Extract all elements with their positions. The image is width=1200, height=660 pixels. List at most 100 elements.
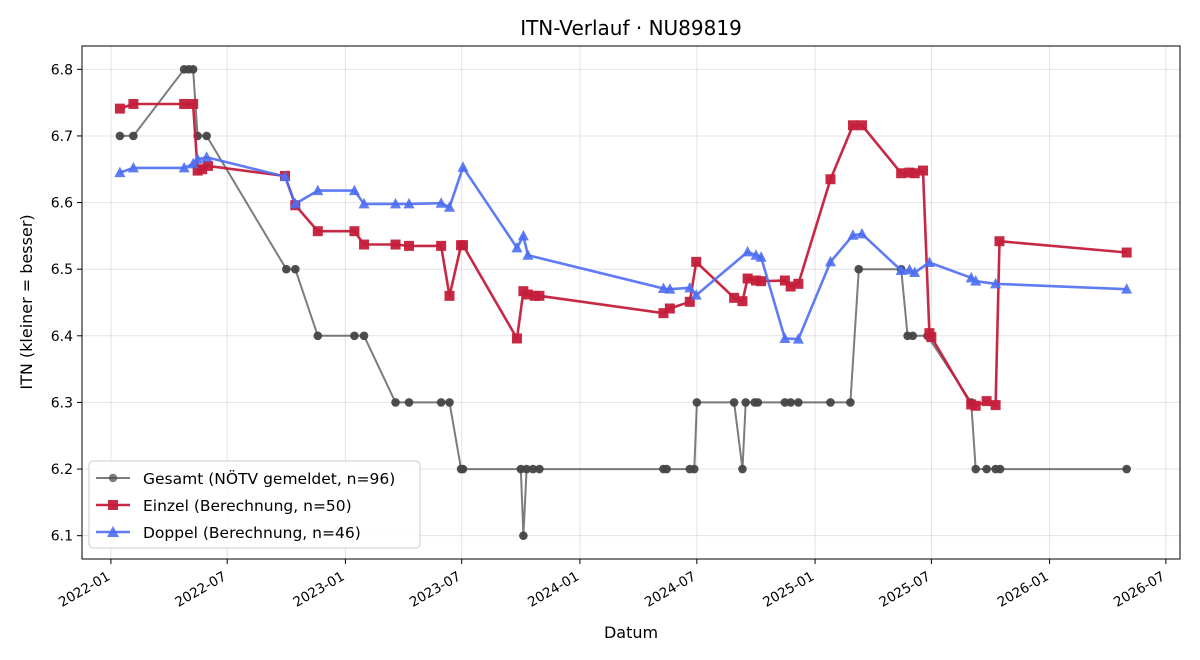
data-point-einzel <box>909 168 920 179</box>
data-point-doppel <box>792 333 804 344</box>
data-point-einzel <box>904 167 915 178</box>
data-point-gesamt <box>846 398 855 407</box>
data-point-doppel <box>970 275 982 286</box>
data-point-doppel <box>457 161 469 172</box>
data-point-doppel <box>201 151 213 162</box>
data-point-doppel <box>522 249 534 260</box>
data-point-einzel <box>197 164 208 175</box>
data-point-einzel <box>404 240 415 251</box>
data-point-einzel <box>970 400 981 411</box>
data-point-einzel <box>750 275 761 286</box>
data-point-einzel <box>511 333 522 344</box>
data-point-doppel <box>178 161 190 173</box>
data-point-gesamt <box>359 331 369 341</box>
data-point-doppel <box>990 277 1002 289</box>
data-point-doppel <box>909 266 921 278</box>
data-point-doppel <box>755 251 767 262</box>
data-point-gesamt <box>971 464 980 474</box>
data-point-einzel <box>896 168 907 179</box>
data-point-einzel <box>825 174 836 185</box>
legend-marker-doppel <box>107 526 119 537</box>
grid <box>82 46 1180 559</box>
data-point-einzel <box>128 98 139 109</box>
data-point-einzel <box>856 120 867 131</box>
data-point-gesamt <box>692 398 702 407</box>
data-point-einzel <box>522 289 533 300</box>
data-point-gesamt <box>391 398 400 407</box>
data-point-doppel <box>279 170 291 182</box>
data-point-doppel <box>358 197 370 209</box>
data-point-einzel <box>756 276 767 287</box>
data-point-einzel <box>312 226 323 237</box>
series-gesamt <box>115 65 1131 540</box>
data-point-doppel <box>895 264 907 276</box>
data-point-gesamt <box>1122 464 1131 474</box>
data-point-gesamt <box>995 464 1005 474</box>
data-point-einzel <box>684 296 695 307</box>
data-point-gesamt <box>982 464 991 474</box>
data-point-einzel <box>729 292 740 303</box>
data-point-doppel <box>779 332 791 343</box>
data-point-doppel <box>664 283 676 294</box>
data-point-gesamt <box>535 464 544 474</box>
data-point-einzel <box>779 275 790 286</box>
data-point-einzel <box>349 226 360 237</box>
data-point-einzel <box>179 98 190 109</box>
data-point-einzel <box>390 239 401 250</box>
y-axis: 6.1 6.2 6.3 6.4 6.5 6.6 6.7 6.8 <box>51 62 82 545</box>
legend-item-einzel: Einzel (Berechnung, n=50) <box>96 497 352 515</box>
data-point-doppel <box>1121 283 1133 294</box>
plot-area-frame <box>81 45 1181 560</box>
data-point-gesamt <box>854 264 864 274</box>
data-point-einzel <box>691 256 702 267</box>
data-point-einzel <box>658 308 669 319</box>
legend: Gesamt (NÖTV gemeldet, n=96) Einzel (Ber… <box>88 460 421 549</box>
data-point-doppel <box>127 161 139 173</box>
data-point-einzel <box>994 236 1005 247</box>
data-point-doppel <box>443 201 455 212</box>
series-doppel <box>114 151 1133 344</box>
data-point-einzel <box>981 396 992 407</box>
data-point-einzel <box>444 290 455 301</box>
data-point-gesamt <box>786 398 795 407</box>
y-tick-label: 6.7 <box>51 129 73 145</box>
data-point-einzel <box>114 103 125 114</box>
data-point-doppel <box>348 184 360 196</box>
data-point-gesamt <box>350 331 359 341</box>
legend-label-gesamt: Gesamt (NÖTV gemeldet, n=96) <box>143 469 395 488</box>
x-axis-label: Datum <box>604 623 658 642</box>
data-point-einzel <box>534 290 545 301</box>
data-point-doppel <box>114 166 126 178</box>
data-point-doppel <box>824 255 836 267</box>
y-tick-label: 6.3 <box>51 395 73 411</box>
data-point-gesamt <box>129 131 138 141</box>
data-point-einzel <box>359 239 370 250</box>
y-tick-label: 6.5 <box>51 262 73 278</box>
data-point-gesamt <box>738 464 747 474</box>
data-point-doppel <box>435 197 447 208</box>
legend-item-doppel: Doppel (Berechnung, n=46) <box>96 524 361 542</box>
data-point-gesamt <box>202 131 211 141</box>
data-point-doppel <box>390 197 402 209</box>
data-point-gesamt <box>729 398 739 407</box>
data-point-gesamt <box>445 398 454 407</box>
data-point-gesamt <box>689 464 699 474</box>
legend-marker-einzel <box>108 500 118 510</box>
data-point-gesamt <box>282 264 291 274</box>
data-point-gesamt <box>753 398 763 407</box>
data-point-doppel <box>192 153 204 164</box>
y-tick-label: 6.1 <box>51 529 73 545</box>
data-point-einzel <box>926 332 937 343</box>
data-point-einzel <box>664 303 675 314</box>
data-point-gesamt <box>436 398 446 407</box>
data-point-einzel <box>457 240 468 251</box>
data-point-gesamt <box>313 331 323 341</box>
data-point-einzel <box>737 296 748 307</box>
data-point-gesamt <box>458 464 468 474</box>
series-einzel <box>114 98 1132 411</box>
data-point-einzel <box>793 278 804 289</box>
data-point-gesamt <box>528 464 538 474</box>
data-point-gesamt <box>519 531 528 540</box>
data-point-doppel <box>289 197 301 209</box>
